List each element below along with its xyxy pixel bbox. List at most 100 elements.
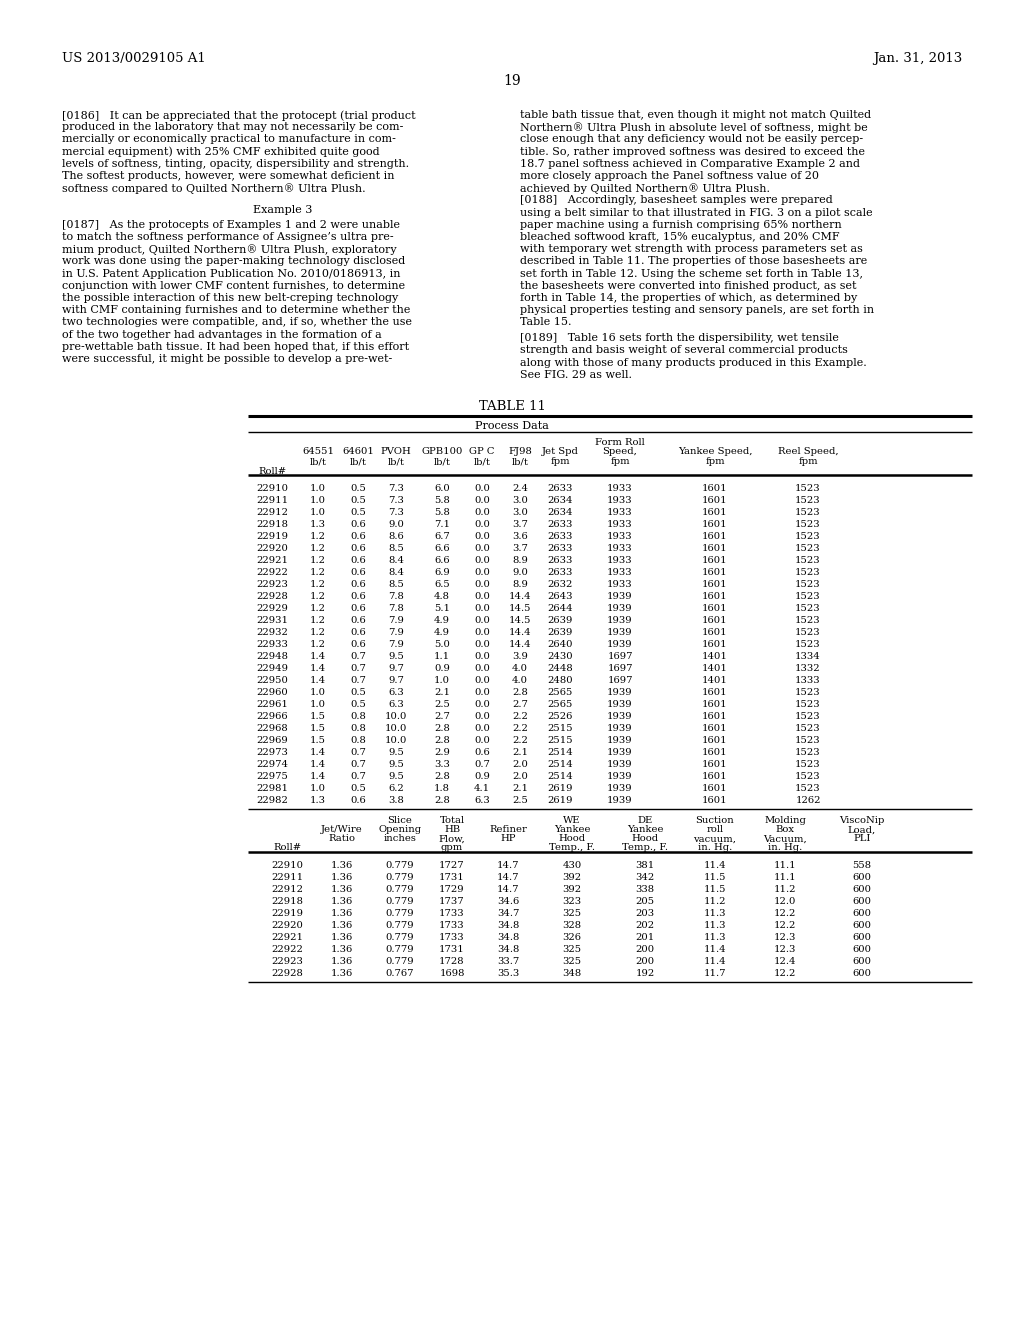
- Text: 1601: 1601: [702, 784, 728, 793]
- Text: 0.0: 0.0: [474, 484, 489, 494]
- Text: lb/t: lb/t: [387, 457, 404, 466]
- Text: 22928: 22928: [271, 969, 303, 978]
- Text: 1523: 1523: [796, 593, 821, 602]
- Text: 1.1: 1.1: [434, 652, 451, 661]
- Text: 1.36: 1.36: [331, 969, 353, 978]
- Text: 2639: 2639: [547, 616, 572, 626]
- Text: 1601: 1601: [702, 605, 728, 614]
- Text: 1262: 1262: [796, 796, 821, 805]
- Text: 2.4: 2.4: [512, 484, 528, 494]
- Text: 1939: 1939: [607, 796, 633, 805]
- Text: inches: inches: [384, 834, 417, 843]
- Text: 1.4: 1.4: [310, 652, 326, 661]
- Text: 1601: 1601: [702, 496, 728, 506]
- Text: 558: 558: [852, 862, 871, 870]
- Text: tible. So, rather improved softness was desired to exceed the: tible. So, rather improved softness was …: [520, 147, 865, 157]
- Text: 1933: 1933: [607, 544, 633, 553]
- Text: 1601: 1601: [702, 796, 728, 805]
- Text: 11.4: 11.4: [703, 945, 726, 954]
- Text: 3.3: 3.3: [434, 760, 450, 770]
- Text: 1.2: 1.2: [310, 532, 326, 541]
- Text: 22931: 22931: [256, 616, 288, 626]
- Text: Yankee Speed,: Yankee Speed,: [678, 447, 753, 457]
- Text: 2480: 2480: [547, 676, 572, 685]
- Text: 1.4: 1.4: [310, 748, 326, 758]
- Text: Form Roll: Form Roll: [595, 438, 645, 447]
- Text: 1601: 1601: [702, 569, 728, 577]
- Text: 7.8: 7.8: [388, 605, 403, 614]
- Text: produced in the laboratory that may not necessarily be com-: produced in the laboratory that may not …: [62, 123, 403, 132]
- Text: 2633: 2633: [547, 544, 572, 553]
- Text: fpm: fpm: [550, 457, 569, 466]
- Text: in. Hg.: in. Hg.: [768, 843, 802, 853]
- Text: 9.7: 9.7: [388, 676, 403, 685]
- Text: 8.5: 8.5: [388, 544, 403, 553]
- Text: 22912: 22912: [271, 886, 303, 895]
- Text: 2515: 2515: [547, 737, 572, 746]
- Text: 0.0: 0.0: [474, 713, 489, 721]
- Text: 342: 342: [635, 874, 654, 882]
- Text: 1601: 1601: [702, 616, 728, 626]
- Text: 2640: 2640: [547, 640, 572, 649]
- Text: 201: 201: [635, 933, 654, 942]
- Text: paper machine using a furnish comprising 65% northern: paper machine using a furnish comprising…: [520, 220, 842, 230]
- Text: 1601: 1601: [702, 701, 728, 709]
- Text: 5.8: 5.8: [434, 496, 450, 506]
- Text: 1523: 1523: [796, 520, 821, 529]
- Text: 0.7: 0.7: [350, 664, 366, 673]
- Text: roll: roll: [707, 825, 724, 834]
- Text: 1523: 1523: [796, 628, 821, 638]
- Text: 338: 338: [636, 886, 654, 895]
- Text: 14.4: 14.4: [509, 640, 531, 649]
- Text: 0.7: 0.7: [474, 760, 489, 770]
- Text: 11.2: 11.2: [703, 898, 726, 907]
- Text: 2.2: 2.2: [512, 713, 528, 721]
- Text: 1.4: 1.4: [310, 664, 326, 673]
- Text: 2619: 2619: [547, 796, 572, 805]
- Text: 1523: 1523: [796, 748, 821, 758]
- Text: Molding: Molding: [764, 816, 806, 825]
- Text: 22949: 22949: [256, 664, 288, 673]
- Text: 0.5: 0.5: [350, 784, 366, 793]
- Text: 1939: 1939: [607, 737, 633, 746]
- Text: 1523: 1523: [796, 496, 821, 506]
- Text: 3.7: 3.7: [512, 544, 528, 553]
- Text: Vacuum,: Vacuum,: [763, 834, 807, 843]
- Text: 2643: 2643: [547, 593, 572, 602]
- Text: 22920: 22920: [256, 544, 288, 553]
- Text: 1401: 1401: [702, 652, 728, 661]
- Text: 1401: 1401: [702, 676, 728, 685]
- Text: the possible interaction of this new belt-creping technology: the possible interaction of this new bel…: [62, 293, 398, 304]
- Text: 1.0: 1.0: [310, 508, 326, 517]
- Text: 0.8: 0.8: [350, 737, 366, 746]
- Text: 1939: 1939: [607, 713, 633, 721]
- Text: 600: 600: [853, 898, 871, 907]
- Text: work was done using the paper-making technology disclosed: work was done using the paper-making tec…: [62, 256, 406, 267]
- Text: 11.1: 11.1: [774, 874, 797, 882]
- Text: 1.2: 1.2: [310, 556, 326, 565]
- Text: 1523: 1523: [796, 508, 821, 517]
- Text: 11.1: 11.1: [774, 862, 797, 870]
- Text: 0.9: 0.9: [434, 664, 450, 673]
- Text: 328: 328: [562, 921, 582, 931]
- Text: 9.5: 9.5: [388, 760, 403, 770]
- Text: 1733: 1733: [439, 921, 465, 931]
- Text: 0.0: 0.0: [474, 581, 489, 589]
- Text: 1939: 1939: [607, 784, 633, 793]
- Text: 22922: 22922: [271, 945, 303, 954]
- Text: 22933: 22933: [256, 640, 288, 649]
- Text: with temporary wet strength with process parameters set as: with temporary wet strength with process…: [520, 244, 863, 255]
- Text: 1939: 1939: [607, 605, 633, 614]
- Text: 0.6: 0.6: [350, 796, 366, 805]
- Text: mium product, Quilted Northern® Ultra Plush, exploratory: mium product, Quilted Northern® Ultra Pl…: [62, 244, 396, 255]
- Text: 1401: 1401: [702, 664, 728, 673]
- Text: 2632: 2632: [547, 581, 572, 589]
- Text: 0.5: 0.5: [350, 484, 366, 494]
- Text: US 2013/0029105 A1: US 2013/0029105 A1: [62, 51, 206, 65]
- Text: 203: 203: [636, 909, 654, 919]
- Text: 1.5: 1.5: [310, 737, 326, 746]
- Text: 1733: 1733: [439, 909, 465, 919]
- Text: 12.3: 12.3: [774, 933, 797, 942]
- Text: 0.779: 0.779: [386, 874, 415, 882]
- Text: 600: 600: [853, 933, 871, 942]
